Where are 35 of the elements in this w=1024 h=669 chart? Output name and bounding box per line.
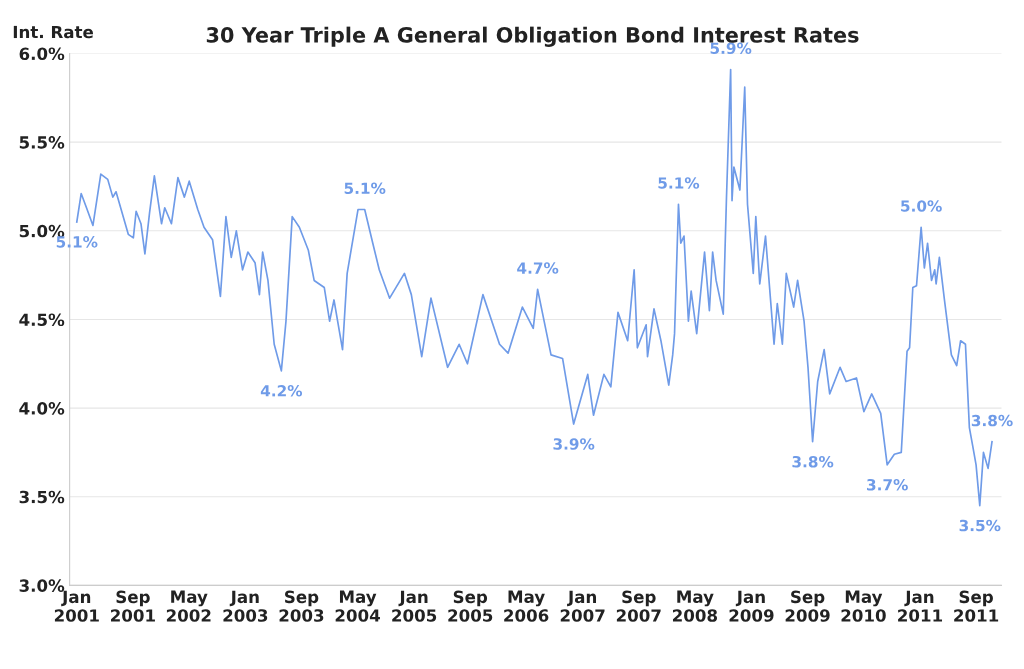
x-tick-label: Sep 2007 [616,590,661,622]
annotation: 4.7% [517,262,559,274]
annotation: 4.2% [260,385,303,397]
y-tick-label: 4.5% [19,313,65,327]
y-tick-label: 3.0% [19,579,65,592]
x-tick-label: May 2002 [166,590,211,622]
x-tick-label: Sep 2001 [111,590,155,622]
y-axis-title: Int. Rate [13,25,93,39]
x-tick-label: Jan 2003 [223,590,268,622]
annotation: 3.7% [867,478,908,491]
annotation: 5.1% [56,236,98,248]
y-tick-label: 5.5% [19,136,65,149]
y-tick-label: 6.0% [19,47,65,61]
annotation: 5.0% [901,200,942,212]
x-tick-label: Sep 2009 [785,590,830,622]
x-tick-label: Jan 2009 [729,590,774,622]
x-tick-label: May 2006 [504,590,549,622]
y-tick-label: 5.0% [19,224,65,238]
x-tick-label: May 2008 [672,590,718,622]
x-tick-label: May 2010 [841,590,886,622]
x-tick-label: Sep 2005 [448,590,493,622]
annotation: 3.5% [959,519,1001,532]
y-tick-label: 3.5% [19,490,65,504]
y-tick-label: 4.0% [19,402,65,415]
x-tick-label: Sep 2011 [954,590,999,622]
x-tick-label: Jan 2011 [898,590,943,622]
x-tick-label: Sep 2003 [279,590,324,622]
annotation: 3.8% [792,455,834,468]
annotation: 3.8% [971,414,1013,427]
annotation: 5.1% [344,182,386,195]
x-tick-label: May 2004 [335,590,380,622]
x-tick-label: Jan 2007 [560,590,605,622]
annotation: 5.1% [658,177,700,189]
annotation: 3.9% [553,438,595,450]
x-tick-label: Jan 2005 [392,590,437,622]
